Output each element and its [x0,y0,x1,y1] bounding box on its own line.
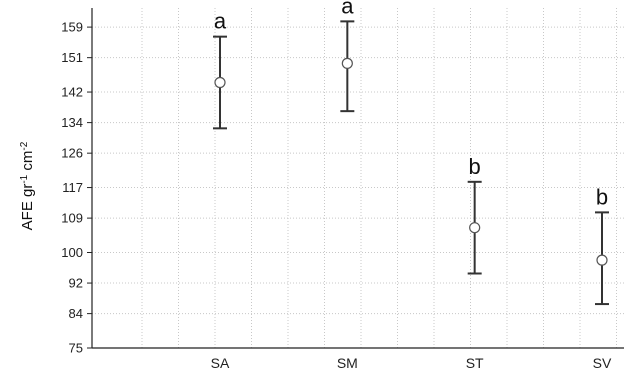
y-axis-label: AFE gr-1 cm-2 [19,141,37,230]
y-tick-label: 151 [61,50,83,65]
x-categories: SA SM ST SV [211,355,612,371]
y-tick-label: 117 [62,180,83,195]
x-category-label: ST [466,355,484,371]
y-axis-label-mid: cm [19,151,36,175]
x-category-label: SM [337,355,358,371]
y-tick-label: 159 [61,20,83,35]
y-tick-label: 75 [69,341,83,356]
series-marks: a a b b [213,0,609,306]
y-tick-label: 142 [61,85,83,100]
y-ticks: 159 151 142 134 126 117 109 100 92 84 75 [61,20,92,356]
y-tick-label: 134 [61,115,83,130]
x-category-label: SA [211,355,230,371]
axes [91,8,624,349]
y-tick-label: 92 [69,276,83,291]
y-tick-label: 100 [61,245,83,260]
mean-point [596,254,608,266]
y-axis-label-sup1: -1 [19,174,30,183]
grid [92,8,624,348]
y-axis-label-sup2: -2 [19,141,30,150]
y-tick-label: 126 [61,146,83,161]
mean-point [214,76,226,89]
significance-label: b [469,154,481,179]
significance-label: b [596,184,608,209]
y-axis-label-base: AFE gr [19,184,36,231]
mean-point [341,57,353,69]
x-category-label: SV [593,355,612,371]
y-tick-label: 109 [61,211,83,226]
significance-label: a [341,0,354,18]
y-tick-label: 84 [69,306,83,321]
significance-label: a [214,9,227,34]
mean-point [469,222,481,234]
